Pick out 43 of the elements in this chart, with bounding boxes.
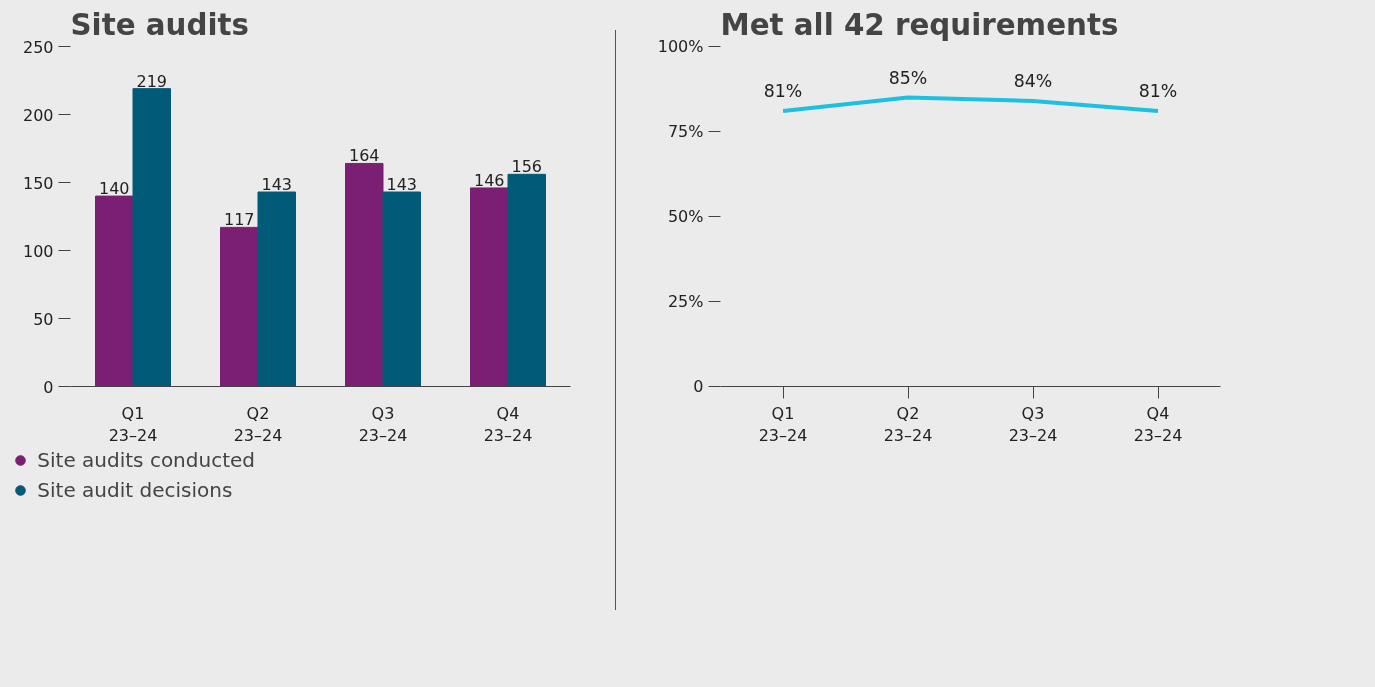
- data-label: 84%: [1013, 70, 1053, 91]
- x-tick-label: Q4 23–24: [1133, 403, 1183, 446]
- data-label: 85%: [888, 67, 928, 88]
- x-tick-label: Q1 23–24: [758, 403, 808, 446]
- x-tick-label: Q2 23–24: [883, 403, 933, 446]
- y-tick-label: 75%: [667, 122, 704, 141]
- x-tick-label: Q1 23–24: [108, 403, 158, 446]
- data-label: 143: [261, 175, 293, 195]
- data-label: 81%: [763, 81, 803, 102]
- x-tick-label: Q2 23–24: [233, 403, 283, 446]
- y-tick-label: 25%: [667, 292, 704, 311]
- y-tick-label: 150: [22, 173, 54, 193]
- data-label: 117: [223, 210, 255, 230]
- chart-title: Site audits: [70, 7, 249, 42]
- x-tick-label: Q3 23–24: [1008, 403, 1058, 446]
- bar: [220, 226, 259, 387]
- data-label: 143: [386, 175, 418, 195]
- bar: [132, 88, 171, 387]
- bar: [345, 162, 384, 387]
- y-tick-label: 0: [693, 377, 704, 396]
- y-tick-label: 50: [33, 309, 54, 329]
- data-label: 140: [98, 179, 130, 199]
- bar: [95, 195, 134, 387]
- y-tick-label: 0: [43, 377, 54, 397]
- y-tick-label: 100%: [657, 37, 704, 56]
- x-tick-label: Q3 23–24: [358, 403, 408, 446]
- x-tick-label: Q4 23–24: [483, 403, 533, 446]
- chart-title: Met all 42 requirements: [720, 7, 1119, 42]
- bar: [507, 173, 546, 387]
- legend-label: Site audit decisions: [37, 478, 233, 502]
- y-tick-label: 200: [22, 105, 54, 125]
- bar: [257, 191, 296, 387]
- data-label: 156: [511, 157, 543, 177]
- data-label: 219: [136, 71, 168, 91]
- y-tick-label: 50%: [667, 207, 704, 226]
- y-tick-label: 250: [22, 37, 54, 57]
- bar: [470, 187, 509, 387]
- data-label: 164: [348, 146, 380, 166]
- bar: [382, 191, 421, 387]
- legend-label: Site audits conducted: [37, 448, 256, 472]
- data-label: 81%: [1138, 81, 1178, 102]
- data-label: 146: [473, 170, 505, 190]
- y-tick-label: 100: [22, 241, 54, 261]
